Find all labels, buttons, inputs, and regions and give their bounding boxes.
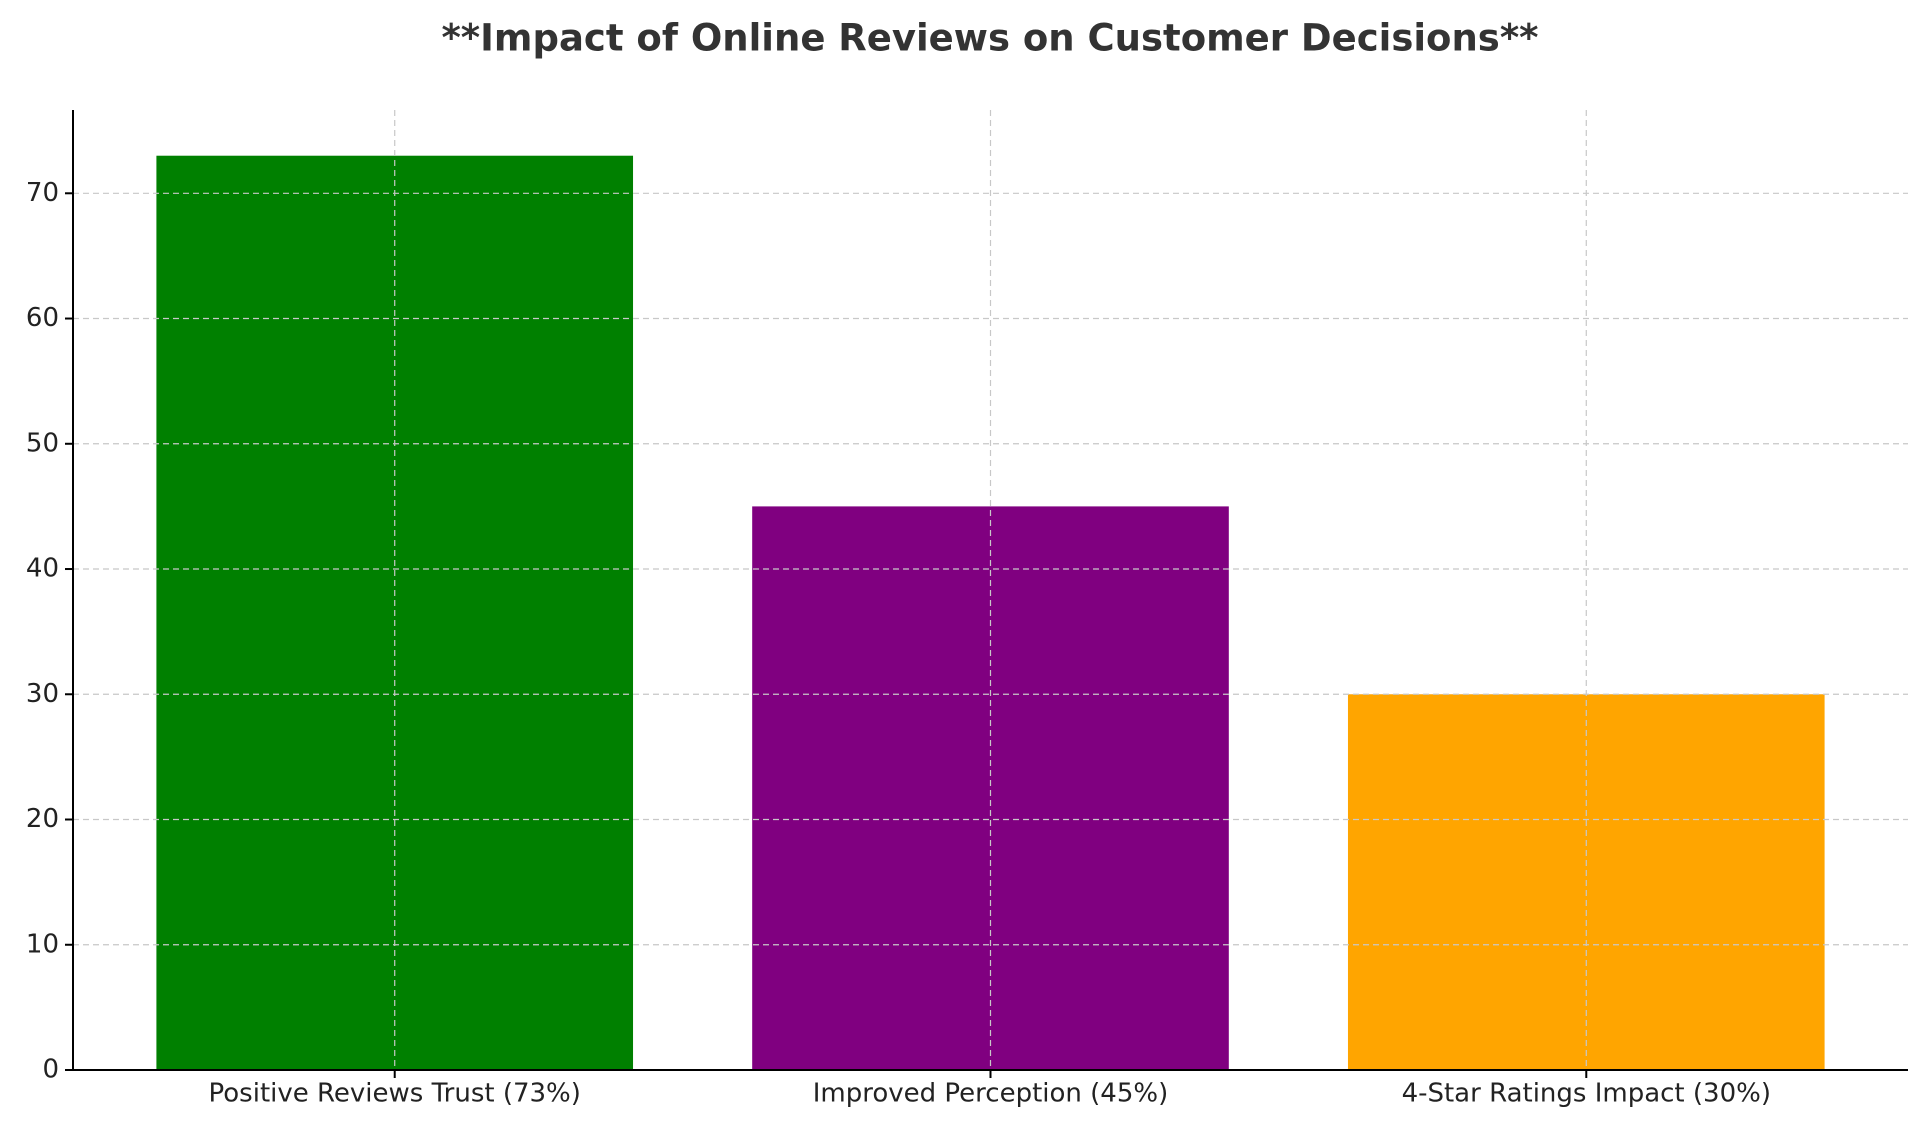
y-tick-label: 60 (26, 303, 59, 333)
y-tick-label: 70 (26, 178, 59, 208)
y-tick-label: 20 (26, 804, 59, 834)
y-tick-label: 50 (26, 428, 59, 458)
x-tick-label: 4-Star Ratings Impact (30%) (1402, 1079, 1771, 1109)
y-tick-label: 0 (42, 1055, 59, 1085)
y-tick-label: 30 (26, 679, 59, 709)
y-tick-label: 40 (26, 554, 59, 584)
chart-title: **Impact of Online Reviews on Customer D… (441, 17, 1538, 60)
x-tick-label: Improved Perception (45%) (813, 1079, 1168, 1109)
x-tick-label: Positive Reviews Trust (73%) (209, 1079, 581, 1109)
y-tick-label: 10 (26, 929, 59, 959)
